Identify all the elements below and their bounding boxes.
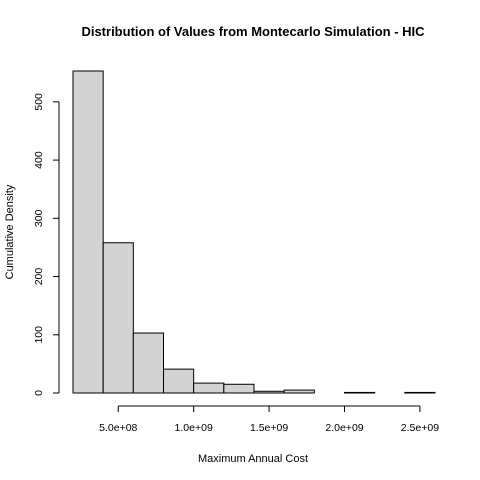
x-tick-label: 1.5e+09 [250,422,288,434]
histogram-bar [102,242,134,394]
y-tick-label: 300 [33,209,45,227]
y-tick-label: 500 [33,93,45,111]
histogram-bar [344,391,376,394]
x-tick-label: 1.0e+09 [175,422,213,434]
y-tick-label: 100 [33,326,45,344]
x-axis: 5.0e+08 1.0e+09 1.5e+09 2.0e+09 2.5e+09 [99,405,439,434]
histogram-bar [193,382,225,394]
y-axis-label: Cumulative Density [4,184,16,279]
x-tick-label: 2.0e+09 [325,422,363,434]
histogram-bar [223,383,255,394]
y-axis: 0 100 200 300 400 500 [33,93,60,396]
histogram-bar [132,332,164,394]
histogram-bar [404,391,436,394]
x-tick-label: 5.0e+08 [99,422,137,434]
y-tick-label: 400 [33,151,45,169]
y-tick-label: 0 [33,390,45,396]
chart-title: Distribution of Values from Montecarlo S… [81,24,425,39]
x-axis-label: Maximum Annual Cost [198,453,308,465]
histogram-bar [163,368,195,394]
histogram-bar [253,390,285,394]
y-tick-label: 200 [33,268,45,286]
x-tick-label: 2.5e+09 [401,422,439,434]
histogram-bars [72,70,436,394]
histogram-bar [72,70,104,394]
histogram-bar [283,389,315,394]
